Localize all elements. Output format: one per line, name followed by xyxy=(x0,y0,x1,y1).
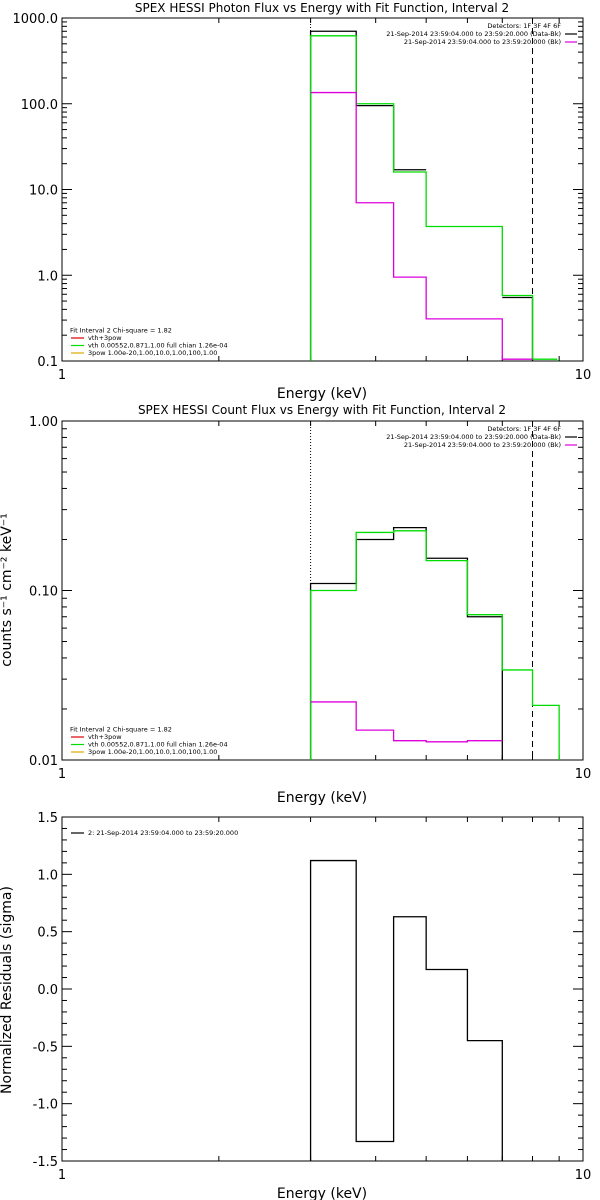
residuals-ylabel: Normalized Residuals (sigma) xyxy=(0,886,15,1094)
x-tick-label: 10 xyxy=(575,1168,592,1183)
y-tick-label: 10.0 xyxy=(29,184,58,199)
y-tick-label: 0.5 xyxy=(37,926,58,941)
series-step-line xyxy=(309,530,560,760)
legend-right-entry: 21-Sep-2014 23:59:04.000 to 23:59:20.000… xyxy=(404,38,561,46)
photon-flux-xlabel: Energy (keV) xyxy=(277,386,367,402)
legend-left-entry: vth+3pow xyxy=(88,334,122,342)
series-step-line xyxy=(309,30,427,361)
series-step-line xyxy=(309,859,503,1161)
y-tick-label: 1.5 xyxy=(37,811,58,826)
x-tick-label: 10 xyxy=(575,368,592,383)
y-tick-label: 0.01 xyxy=(29,754,58,769)
y-tick-label: 1.0 xyxy=(37,868,58,883)
legend-left-entry: 2: 21-Sep-2014 23:59:04.000 to 23:59:20.… xyxy=(88,829,238,837)
legend-right-entry: Detectors: 1F 3F 4F 6F xyxy=(487,22,561,30)
y-tick-label: -1.0 xyxy=(33,1098,58,1113)
x-tick-label: 10 xyxy=(575,767,592,782)
y-tick-label: 1.0 xyxy=(37,269,58,284)
y-tick-label: 0.0 xyxy=(37,983,58,998)
legend-left-entry: 3pow 1.00e-20,1.00,10.0,1.00,100,1.00 xyxy=(88,349,217,357)
x-tick-label: 1 xyxy=(58,368,66,383)
count-flux-ylabel: counts s⁻¹ cm⁻² keV⁻¹ xyxy=(0,513,15,667)
legend-right-entry: 21-Sep-2014 23:59:04.000 to 23:59:20.000… xyxy=(404,441,561,449)
y-tick-label: 0.1 xyxy=(37,355,58,370)
series-step-line xyxy=(502,296,534,361)
residuals-panel: Normalized Residuals (sigma) 1 10 -1.5 -1.0… xyxy=(0,811,591,1200)
legend-left-entry: vth 0.00552,0.871,1.00 full chian 1.26e-… xyxy=(88,342,228,350)
plot-frame xyxy=(61,17,584,362)
series-step-line xyxy=(309,526,503,760)
count-flux-panel: SPEX HESSI Count Flux vs Energy with Fit… xyxy=(0,403,591,806)
legend-left-entry: vth+3pow xyxy=(88,733,122,741)
residuals-xlabel: Energy (keV) xyxy=(277,1186,367,1200)
y-tick-label: 1000.0 xyxy=(13,12,59,27)
series-step-line xyxy=(310,91,533,360)
count-flux-title: SPEX HESSI Count Flux vs Energy with Fit… xyxy=(138,403,506,417)
legend-right-entry: Detectors: 1F 3F 4F 6F xyxy=(487,425,561,433)
count-flux-xlabel: Energy (keV) xyxy=(277,790,367,806)
residuals-plot-area: 1 10 -1.5 -1.0 -0.5 0.0 0.5 1.0 1.5 2: 21-Sep-201… xyxy=(33,811,592,1183)
y-tick-label: 1.00 xyxy=(29,415,58,430)
photon-flux-plot-area: 1 10 0.1 1.0 10.0 100.0 1000.0 Detectors: 1F 3F… xyxy=(13,12,592,383)
legend-left-entry: vth 0.00552,0.871,1.00 full chian 1.26e-… xyxy=(88,741,228,749)
count-flux-plot-area: 1 100.010.101.00 Detectors: 1F 3F 4F 6F21-… xyxy=(29,415,591,782)
x-tick-label: 1 xyxy=(58,767,66,782)
plot-frame xyxy=(61,816,584,1162)
y-tick-label: -1.5 xyxy=(33,1155,58,1170)
legend-left-entry: Fit Interval 2 Chi-square = 1.82 xyxy=(70,726,172,734)
legend-left-entry: 3pow 1.00e-20,1.00,10.0,1.00,100,1.00 xyxy=(88,748,217,756)
legend-left-entry: Fit Interval 2 Chi-square = 1.82 xyxy=(70,327,172,335)
x-tick-label: 1 xyxy=(58,1168,66,1183)
y-tick-label: 0.10 xyxy=(29,585,58,600)
photon-flux-panel: SPEX HESSI Photon Flux vs Energy with Fi… xyxy=(13,1,592,402)
photon-flux-title: SPEX HESSI Photon Flux vs Energy with Fi… xyxy=(135,1,509,15)
legend-right-entry: 21-Sep-2014 23:59:04.000 to 23:59:20.000… xyxy=(386,30,561,38)
legend-right-entry: 21-Sep-2014 23:59:04.000 to 23:59:20.000… xyxy=(386,433,561,441)
series-step-line xyxy=(309,35,558,361)
y-tick-label: 100.0 xyxy=(21,98,58,113)
y-tick-label: -0.5 xyxy=(33,1040,58,1055)
series-step-line xyxy=(310,701,503,743)
